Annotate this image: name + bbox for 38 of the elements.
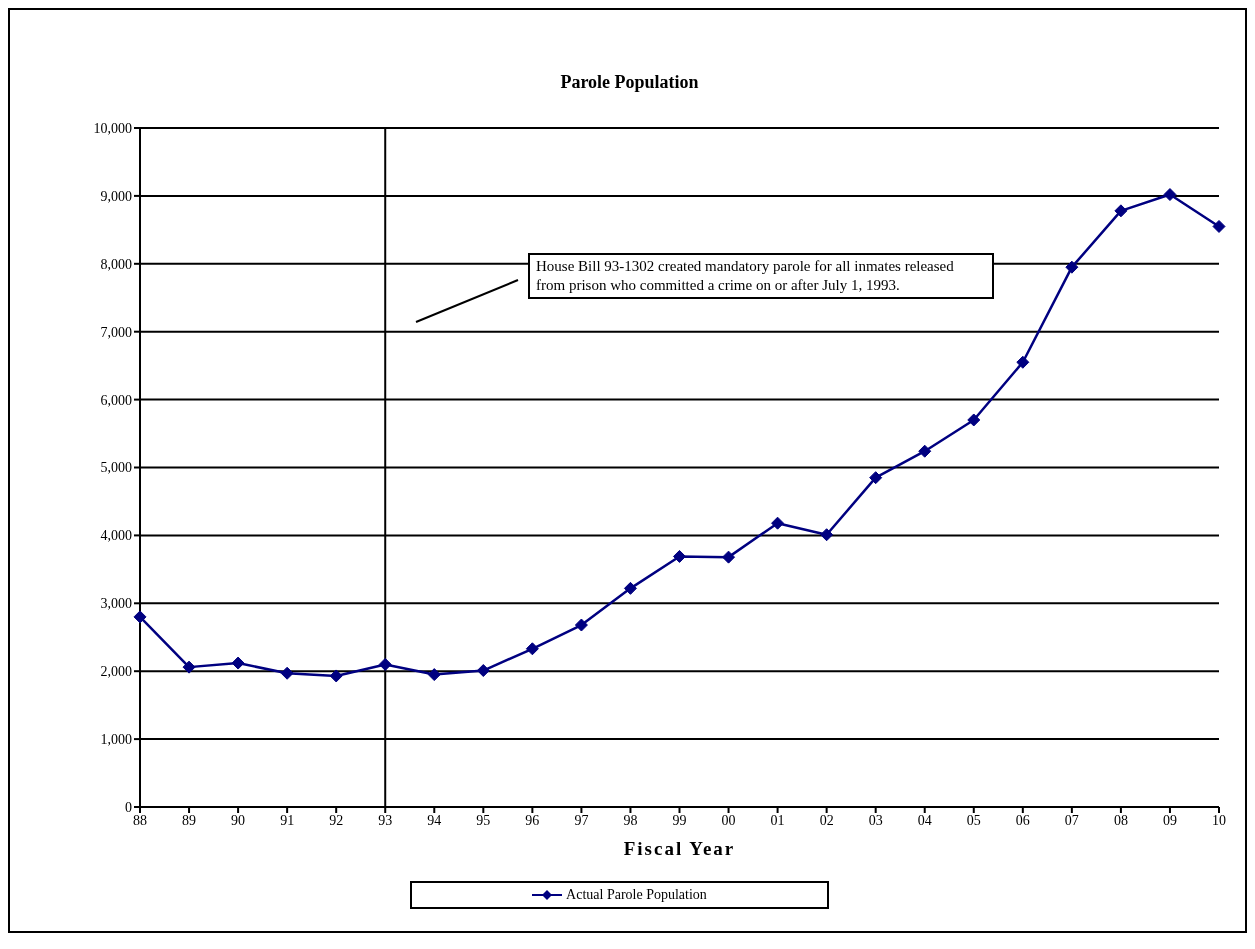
x-tick-label: 08 [1113,812,1128,828]
x-tick-label: 96 [525,812,540,828]
x-tick-label: 03 [868,812,883,828]
x-tick-label: 04 [917,812,932,828]
x-tick-label: 98 [623,812,638,828]
x-tick-label: 09 [1162,812,1177,828]
y-tick-label: 3,000 [100,596,132,612]
y-tick-label: 8,000 [100,256,132,272]
x-tick-label: 88 [133,812,147,828]
x-tick-label: 10 [1212,812,1226,828]
x-tick-label: 07 [1064,812,1079,828]
y-tick-label: 1,000 [100,732,132,748]
x-tick-label: 95 [476,812,491,828]
y-tick-label: 2,000 [100,664,132,680]
y-tick-label: 0 [125,799,132,815]
x-tick-label: 05 [966,812,981,828]
x-tick-label: 06 [1015,812,1030,828]
y-tick-label: 6,000 [100,392,132,408]
y-tick-label: 4,000 [100,528,132,544]
x-tick-label: 99 [672,812,687,828]
y-tick-label: 5,000 [100,460,132,476]
chart-title: Parole Population [559,72,700,93]
x-tick-label: 92 [329,812,344,828]
x-tick-label: 90 [231,812,246,828]
callout-box: House Bill 93-1302 created mandatory parole for all inmates released from prison who committed a crime on or after July 1, 1993. [528,253,994,299]
y-tick-label: 10,000 [93,120,132,136]
x-tick-label: 97 [574,812,589,828]
x-tick-label: 91 [280,812,295,828]
y-tick-label: 9,000 [100,188,132,204]
x-tick-label: 94 [427,812,442,828]
x-tick-label: 00 [721,812,736,828]
legend-label: Actual Parole Population [565,887,707,903]
x-tick-label: 02 [819,812,834,828]
x-axis-title: Fiscal Year [623,838,736,859]
x-tick-label: 01 [770,812,785,828]
x-tick-label: 89 [182,812,197,828]
x-tick-label: 93 [378,812,393,828]
y-tick-label: 7,000 [100,324,132,340]
